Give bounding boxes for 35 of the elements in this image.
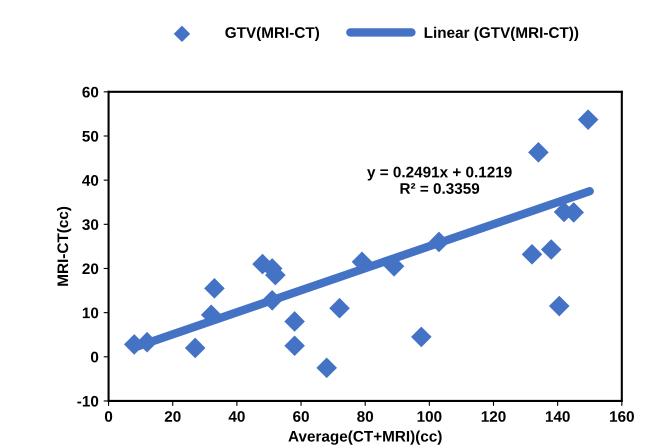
- x-tick-label: 100: [418, 411, 442, 422]
- point: [262, 290, 282, 311]
- x-tick-label: 40: [228, 411, 245, 422]
- x-tick-label: 0: [104, 411, 112, 422]
- annotation: y = 0.2491x + 0.1219 R² = 0.3359: [367, 166, 512, 194]
- y-tick-label: 20: [82, 263, 98, 274]
- point: [329, 298, 350, 319]
- x-tick-label: 80: [357, 411, 374, 422]
- point: [316, 358, 337, 378]
- point: [540, 239, 562, 260]
- x-tick-label: 140: [546, 411, 570, 422]
- x-tick-label: 120: [482, 411, 506, 422]
- point: [578, 109, 598, 130]
- point: [528, 142, 549, 163]
- y-tick-label: 10: [82, 308, 98, 318]
- point: [284, 335, 305, 356]
- point: [204, 278, 225, 299]
- y-tick-label: 40: [82, 175, 98, 186]
- point: [522, 244, 542, 265]
- point: [184, 338, 206, 358]
- point: [284, 311, 305, 332]
- point: [411, 326, 432, 348]
- legend-label: Linear (GTV(MRI-CT)): [424, 26, 578, 41]
- point: [548, 296, 570, 316]
- y-axis-title: MRI-CT(cc): [56, 206, 72, 286]
- y-tick-label: 0: [90, 352, 98, 362]
- y-tick-label: -10: [77, 396, 98, 407]
- legend-label: GTV(MRI-CT): [225, 26, 320, 41]
- x-tick-label: 20: [164, 411, 181, 422]
- y-tick-label: 50: [82, 130, 98, 142]
- x-tick-label: 60: [293, 411, 309, 422]
- y-tick-label: 30: [82, 219, 98, 230]
- y-tick-label: 60: [82, 86, 98, 98]
- x-axis-title: Average(CT+MRI)(cc): [288, 430, 442, 445]
- x-tick-label: 160: [610, 411, 634, 422]
